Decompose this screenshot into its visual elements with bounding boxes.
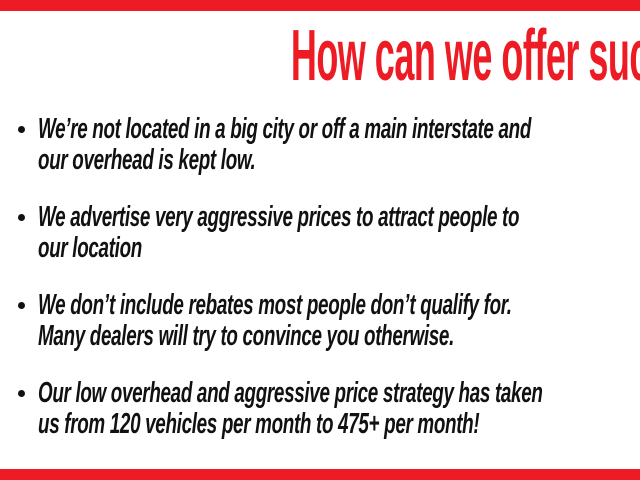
bullet-line-text: We don’t include rebates most people don…: [38, 289, 512, 321]
bullet-line: our overhead is kept low.: [38, 145, 624, 176]
bullet-line: our location: [38, 233, 624, 264]
top-accent-bar: [0, 0, 640, 11]
bullet-line: We don’t include rebates most people don…: [38, 290, 624, 321]
page-title-text: How can we offer such low prices?: [290, 16, 640, 96]
bullet-line-text: Many dealers will try to convince you ot…: [38, 320, 454, 352]
bullet-line-text: We’re not located in a big city or off a…: [38, 113, 532, 145]
bullet-line-text: Our low overhead and aggressive price st…: [38, 377, 543, 409]
bottom-accent-bar: [0, 469, 640, 480]
bullet-dot-icon: [18, 302, 25, 309]
list-item: Our low overhead and aggressive price st…: [16, 378, 624, 440]
bullet-line-text: our location: [38, 232, 142, 264]
bullet-list: We’re not located in a big city or off a…: [16, 114, 624, 466]
bullet-line-text: us from 120 vehicles per month to 475+ p…: [38, 408, 480, 440]
list-item: We advertise very aggressive prices to a…: [16, 202, 624, 264]
bullet-line: Our low overhead and aggressive price st…: [38, 378, 624, 409]
bullet-line: us from 120 vehicles per month to 475+ p…: [38, 409, 624, 440]
list-item: We don’t include rebates most people don…: [16, 290, 624, 352]
list-item: We’re not located in a big city or off a…: [16, 114, 624, 176]
bullet-line: We’re not located in a big city or off a…: [38, 114, 624, 145]
bullet-line-text: our overhead is kept low.: [38, 144, 256, 176]
bullet-line: We advertise very aggressive prices to a…: [38, 202, 624, 233]
bullet-line: Many dealers will try to convince you ot…: [38, 321, 624, 352]
bullet-line-text: We advertise very aggressive prices to a…: [38, 201, 520, 233]
page-title: How can we offer such low prices?: [0, 20, 640, 92]
bullet-dot-icon: [18, 390, 25, 397]
bullet-dot-icon: [18, 214, 25, 221]
bullet-dot-icon: [18, 126, 25, 133]
